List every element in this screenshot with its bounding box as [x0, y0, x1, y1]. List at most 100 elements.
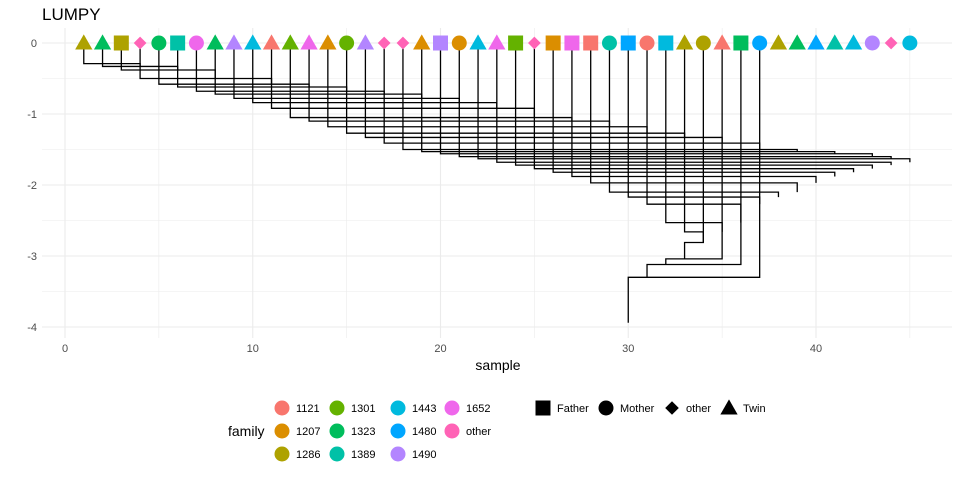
dendrogram-link: [571, 43, 817, 183]
leaf-marker-1286-twin: [75, 34, 93, 50]
leaf-marker-other-other: [884, 36, 898, 50]
legend: family 1121 1207 1286 1301 1323 1389 1443 1480 1…: [228, 399, 766, 462]
leaf-marker-1323-mother: [151, 35, 167, 51]
leaf-marker-1490-father: [433, 35, 448, 51]
leaf-marker-other-other: [133, 36, 147, 50]
legend-family-key-1301: [329, 400, 345, 416]
x-tick-label: 30: [622, 343, 634, 355]
legend-family-key-1443: [390, 400, 406, 416]
leaf-marker-1301-mother: [339, 35, 355, 51]
leaf-marker-1443-twin: [244, 34, 262, 50]
legend-family-key-1480: [390, 423, 406, 439]
leaf-marker-1443-twin: [469, 34, 487, 50]
legend-roles: Father Mother other Twin: [535, 399, 766, 416]
dendrogram-link: [683, 43, 704, 259]
legend-role-key-other: [665, 401, 679, 415]
y-axis-ticks: 0 -1 -2 -3 -4: [27, 38, 37, 334]
leaf-marker-other-other: [377, 36, 391, 50]
x-tick-label: 40: [810, 343, 822, 355]
y-tick-label: -4: [27, 322, 37, 334]
x-tick-label: 20: [434, 343, 446, 355]
dendrogram-link: [458, 43, 892, 159]
dendrogram-link: [533, 43, 855, 173]
leaf-markers: [75, 34, 918, 51]
leaf-marker-1389-twin: [826, 34, 844, 50]
legend-family-label: 1286: [296, 449, 320, 461]
legend-family-key-1286: [274, 446, 290, 462]
leaf-marker-1323-twin: [788, 34, 806, 50]
legend-role-key-twin: [720, 399, 738, 415]
dendrogram-link: [289, 43, 573, 122]
legend-family-label: 1652: [466, 403, 490, 415]
leaf-marker-1652-father: [564, 35, 580, 51]
leaf-marker-1207-father: [545, 35, 561, 51]
dendrogram-link: [665, 43, 723, 265]
x-tick-label: 0: [62, 343, 68, 355]
dendrogram-link: [364, 43, 723, 144]
legend-role-label: other: [686, 403, 711, 415]
dendrogram-link: [214, 43, 423, 99]
legend-family-label: 1121: [296, 403, 320, 415]
legend-family-label: 1389: [351, 449, 375, 461]
leaf-marker-1121-twin: [713, 34, 731, 50]
legend-family-key-1121: [274, 400, 290, 416]
leaf-marker-1286-mother: [695, 35, 711, 51]
leaf-marker-1490-mother: [864, 35, 880, 51]
leaf-marker-1121-father: [583, 35, 599, 51]
y-tick-label: -1: [27, 109, 37, 121]
leaf-marker-1121-mother: [639, 35, 655, 51]
dendrogram-link: [552, 43, 836, 177]
leaf-marker-1490-twin: [225, 34, 243, 50]
legend-family-label: 1323: [351, 426, 375, 438]
leaf-marker-1389-father: [170, 35, 186, 51]
dendrogram-link: [590, 43, 798, 193]
leaf-marker-1207-twin: [413, 34, 431, 50]
legend-family-key-1323: [329, 423, 345, 439]
dendrogram-link: [646, 43, 742, 278]
leaf-marker-1480-twin: [807, 34, 825, 50]
dendrogram-link: [439, 43, 873, 157]
legend-family-key-1389: [329, 446, 345, 462]
leaf-marker-1652-twin: [300, 34, 318, 50]
legend-family-label: 1207: [296, 426, 320, 438]
leaf-marker-1652-mother: [188, 35, 204, 51]
dendrogram-link: [496, 43, 892, 166]
leaf-marker-1443-mother: [902, 35, 918, 51]
leaf-marker-1443-twin: [844, 34, 863, 50]
dendrogram-link: [514, 43, 873, 169]
legend-role-label: Twin: [743, 403, 766, 415]
dendrogram-links: [83, 43, 911, 323]
dendrogram-link: [627, 43, 761, 205]
y-tick-label: -3: [27, 251, 37, 263]
leaf-marker-1323-twin: [93, 34, 112, 50]
dendrogram-link: [477, 43, 911, 163]
dendrogram-link: [83, 43, 141, 67]
leaf-marker-1480-mother: [752, 35, 768, 51]
legend-family-label: 1490: [412, 449, 436, 461]
legend-role-label: Mother: [620, 403, 655, 415]
legend-role-key-father: [535, 400, 551, 416]
leaf-marker-other-other: [528, 36, 541, 50]
legend-family-label: 1443: [412, 403, 436, 415]
y-tick-label: 0: [31, 38, 37, 50]
leaf-marker-1480-father: [620, 35, 636, 51]
legend-family-title: family: [228, 423, 265, 439]
legend-family-key-1490: [390, 446, 406, 462]
leaf-marker-1207-twin: [319, 34, 337, 50]
leaf-marker-1286-father: [113, 35, 129, 51]
legend-family-label: 1480: [412, 426, 436, 438]
leaf-marker-1443-father: [658, 35, 674, 51]
legend-family-label: 1301: [351, 403, 375, 415]
leaf-marker-other-other: [396, 36, 410, 50]
y-tick-label: -2: [27, 180, 37, 192]
dendrogram-link: [402, 43, 798, 152]
leaf-marker-1286-twin: [769, 34, 788, 50]
legend-family-key-1207: [274, 423, 290, 439]
chart-title: LUMPY: [42, 5, 101, 24]
legend-role-key-mother: [598, 400, 614, 416]
leaf-marker-1323-twin: [206, 34, 224, 50]
leaf-marker-1301-twin: [281, 34, 299, 50]
legend-family-key-1652: [444, 400, 460, 416]
dendrogram-link: [627, 43, 761, 323]
